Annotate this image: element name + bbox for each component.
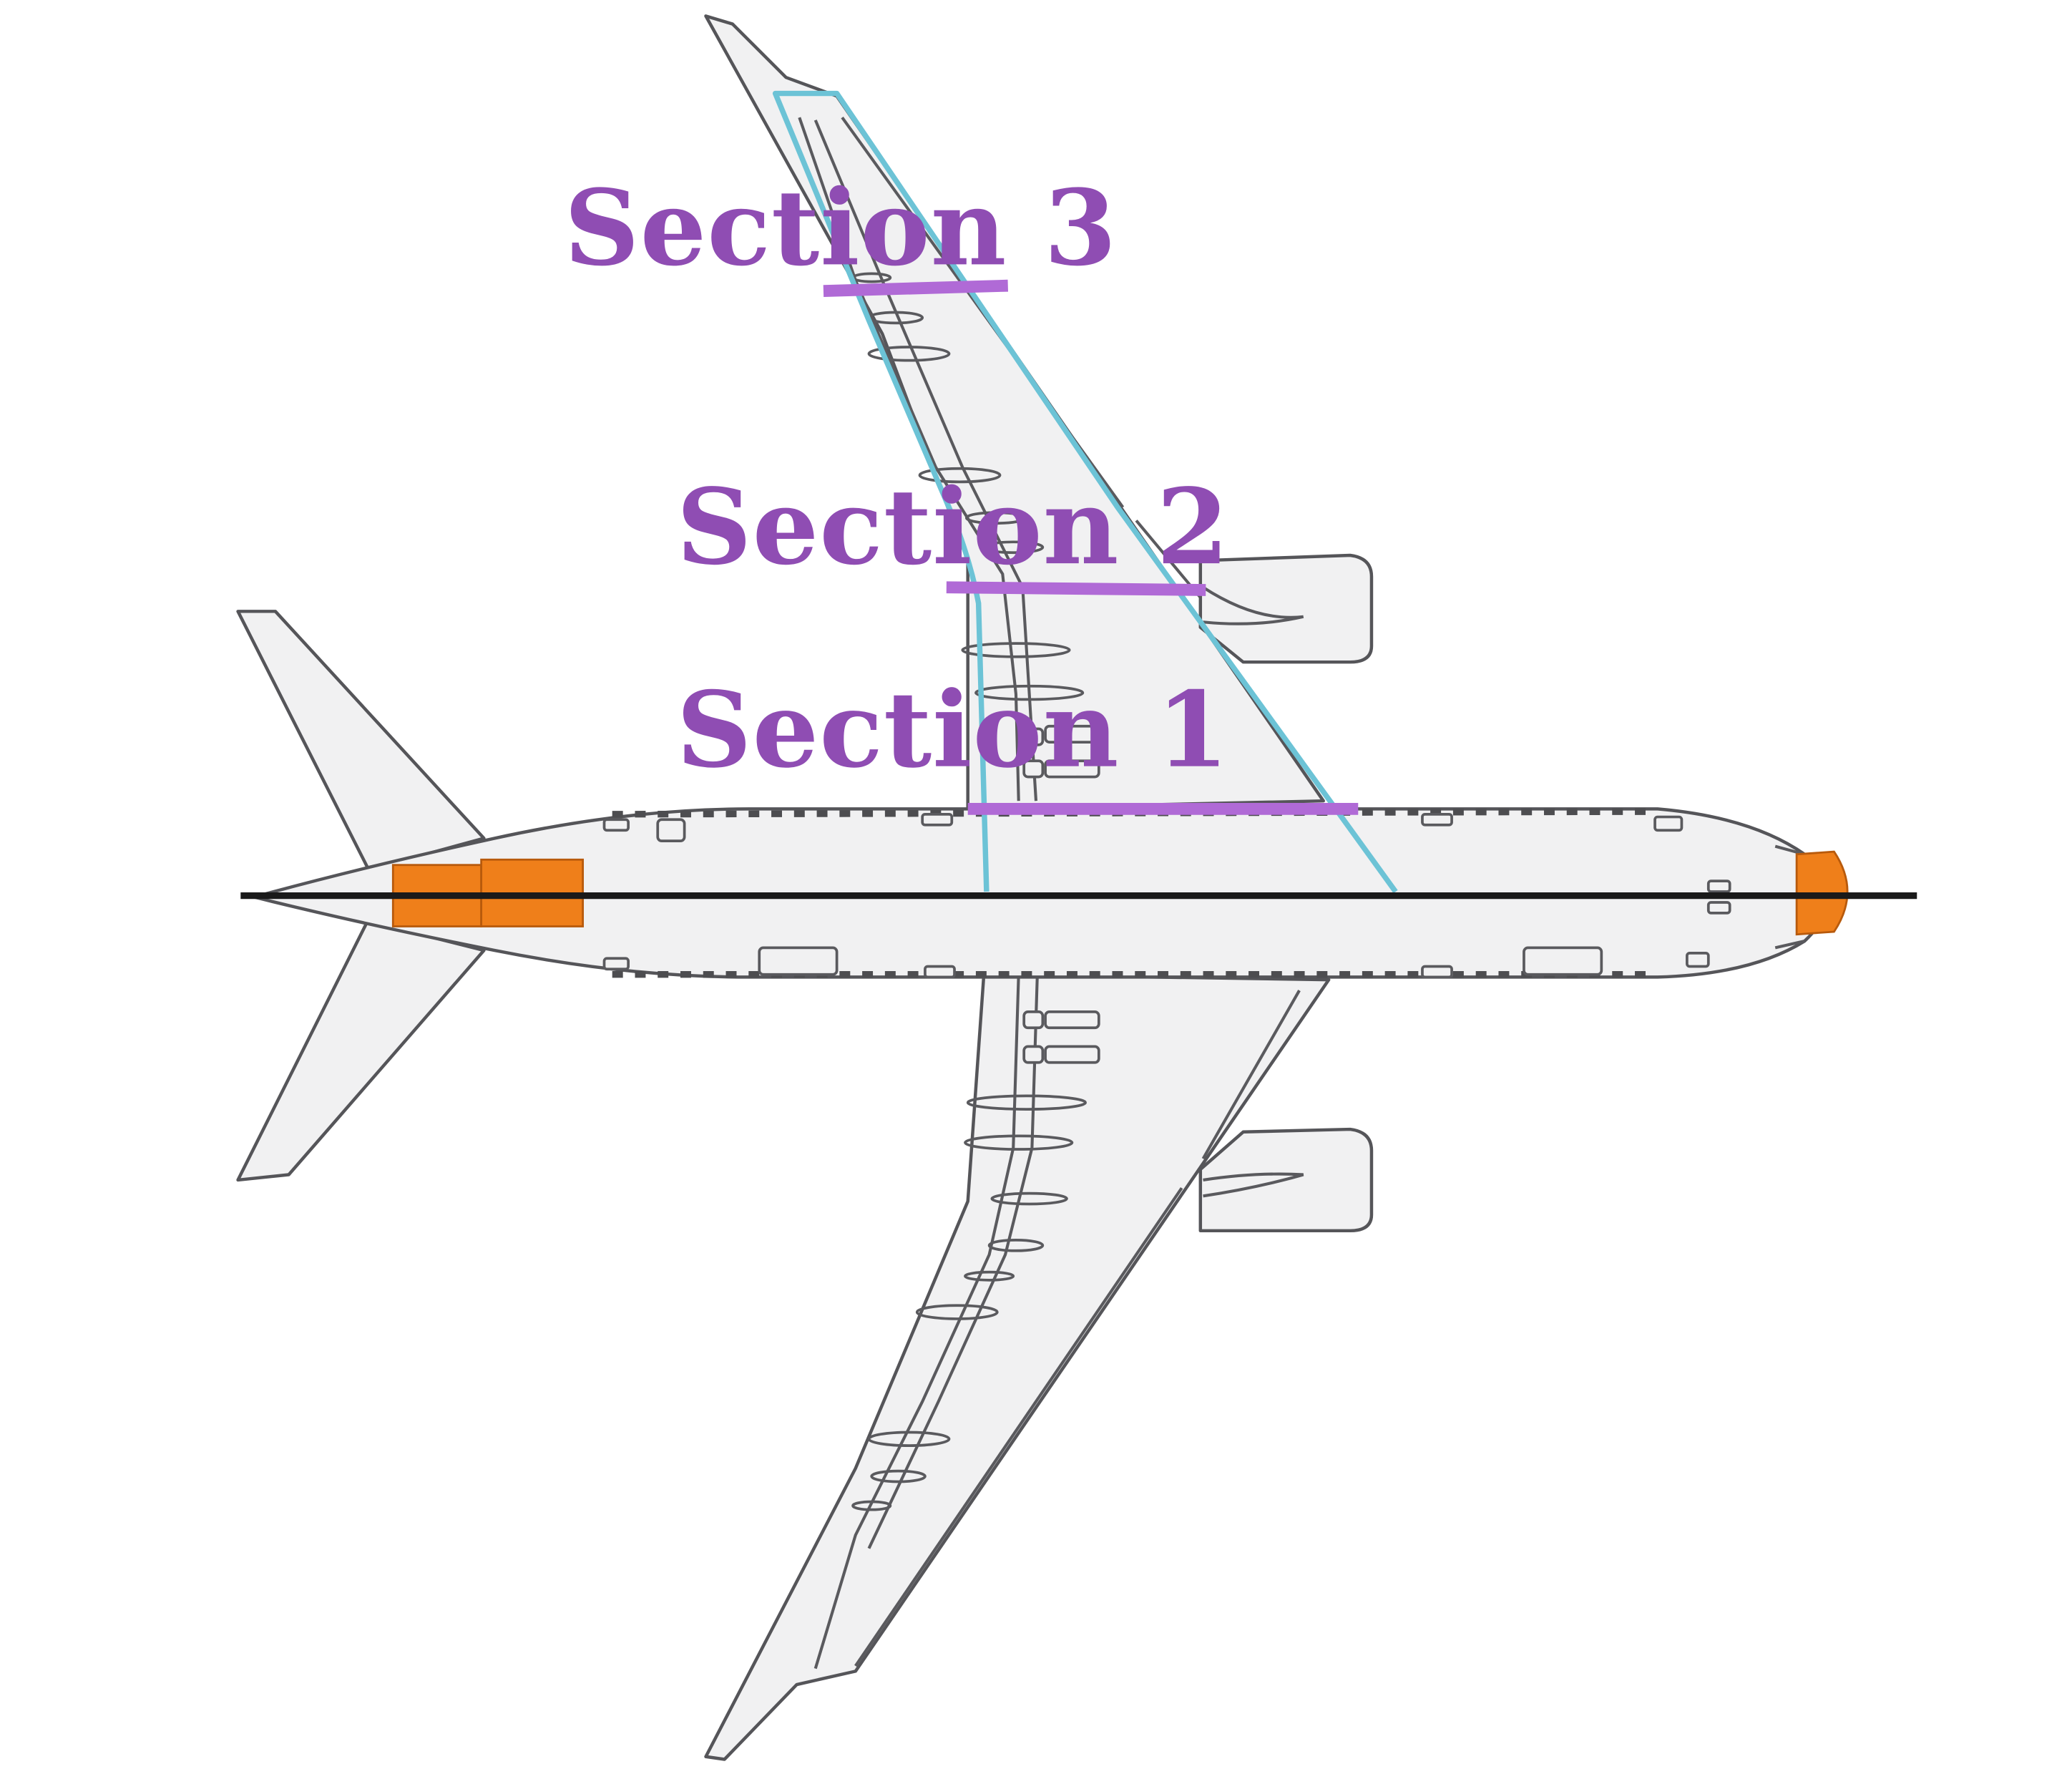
cockpit-window-line-2 — [1774, 940, 1805, 950]
lower-stabilizer — [236, 919, 486, 1182]
section-1-label: Section 1 — [676, 669, 1229, 791]
gear-bay — [1022, 727, 1045, 746]
flap-fairing — [966, 1094, 1087, 1111]
cargo-door — [758, 946, 839, 976]
gear-bay — [1022, 759, 1045, 779]
door — [1706, 879, 1731, 893]
flap-fairing — [870, 1469, 927, 1483]
upper-wing — [704, 14, 1325, 811]
door — [656, 818, 686, 843]
engines — [1198, 553, 1374, 1233]
flap-fairing — [990, 1191, 1068, 1206]
section-2-line — [946, 581, 1206, 596]
upper-stabilizer — [236, 610, 486, 869]
upper-engine-nacelle — [1198, 553, 1374, 664]
flap-fairing — [867, 346, 951, 362]
gear-bay — [1044, 724, 1100, 744]
flap-fairing — [915, 1304, 999, 1320]
flap-fairing — [982, 540, 1045, 555]
upper-engine-pylon — [1202, 586, 1304, 625]
lower-wing — [704, 973, 1331, 1761]
gear-bay — [1044, 1045, 1100, 1064]
gear-bay — [1022, 1045, 1045, 1064]
door — [602, 957, 630, 971]
upper-wing-spar-line — [813, 120, 1038, 801]
section-2-label: Section 2 — [676, 466, 1229, 588]
gear-bay — [1044, 1010, 1100, 1030]
flap-fairing — [974, 684, 1085, 701]
flap-fairing — [964, 1134, 1074, 1151]
door — [1653, 815, 1684, 832]
section-3-line — [823, 279, 1009, 298]
lower-wing-leading-edge-device-2 — [854, 1186, 1183, 1667]
flap-fairing — [867, 1431, 951, 1447]
door — [602, 818, 630, 832]
door — [1706, 901, 1731, 915]
flap-fairing — [851, 1500, 892, 1511]
section-3-label: Section 3 — [564, 167, 1117, 289]
flap-fairing — [964, 1270, 1015, 1282]
lower-wing-trailing-edge-line — [813, 974, 1020, 1670]
door — [921, 812, 954, 827]
lower-wing-outline — [704, 973, 1331, 1761]
cargo-door — [1523, 946, 1603, 976]
door — [1686, 951, 1710, 968]
door — [1421, 965, 1453, 979]
lower-wing-spar-line — [867, 974, 1039, 1549]
gear-bay — [1044, 759, 1100, 779]
flap-fairing — [918, 467, 1002, 484]
flap-fairing — [964, 511, 1027, 525]
door — [1421, 812, 1453, 827]
gear-bay — [1022, 1010, 1045, 1030]
wing-box-outline — [772, 90, 1398, 894]
door — [924, 965, 956, 979]
lower-engine-pylon — [1203, 1172, 1304, 1198]
lower-wing-leading-edge-device — [1201, 990, 1301, 1160]
flap-fairing — [961, 642, 1071, 658]
flap-fairing — [987, 1239, 1045, 1252]
cockpit-window-line — [1774, 844, 1805, 856]
